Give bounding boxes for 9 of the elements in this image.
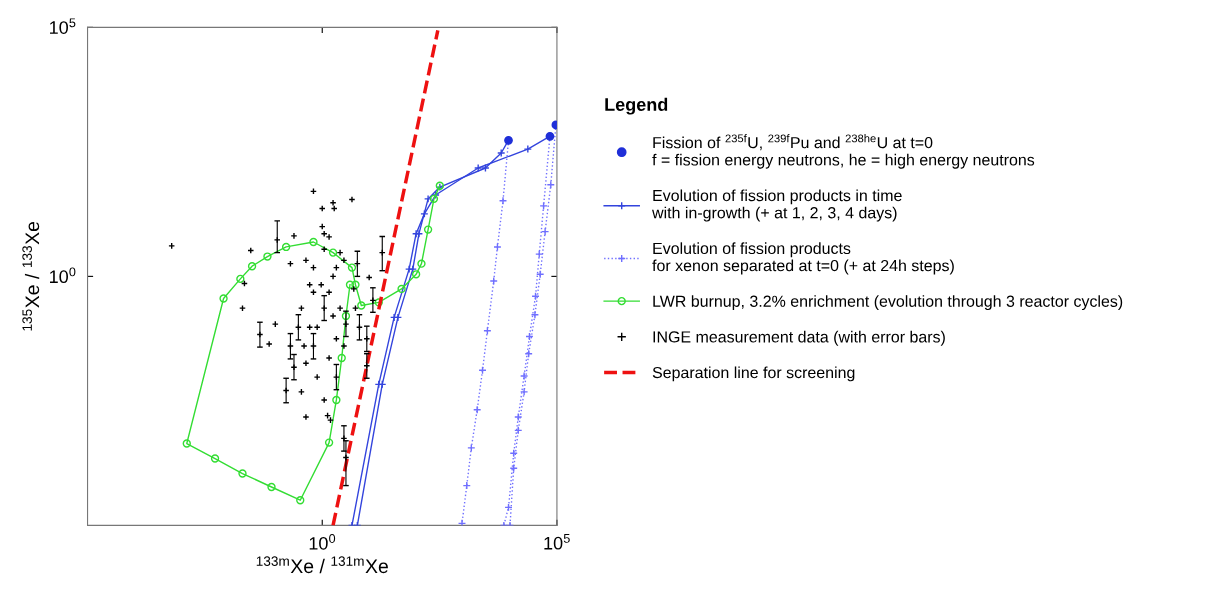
y-axis-title: $^{135}$Xe / $^{133}$Xe xyxy=(22,221,40,331)
x-axis-title: $^{133m}$Xe / $^{131m}$Xe xyxy=(256,556,388,574)
legend-label: Evolution of fission products in time with in-growth (+ at 1, 2, 3, 4 days) xyxy=(652,189,902,222)
legend-label: Evolution of fission products for xenon separated at t=0 (+ at 24h steps) xyxy=(652,242,954,275)
legend-label: INGE measurement data (with error bars) xyxy=(653,330,945,346)
legend-label: Fission of $^{235f}$U, $^{239f}$Pu and $^{238he}$U at t=0 f = fission energy neutrons, he = high energy neutrons xyxy=(652,134,1035,169)
legend-title: Legend xyxy=(605,97,668,115)
legend-label: LWR burnup, 3.2% enrichment (evolution through 3 reactor cycles) xyxy=(653,295,1123,311)
legend-label: Separation line for screening xyxy=(652,366,855,382)
